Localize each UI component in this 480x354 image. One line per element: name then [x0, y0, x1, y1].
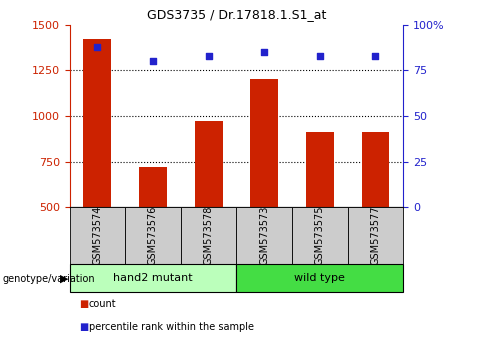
Point: [205, 53, 213, 59]
Bar: [70, 207, 125, 264]
Text: percentile rank within the sample: percentile rank within the sample: [89, 322, 254, 332]
Bar: [139, 167, 167, 207]
Point: [94, 44, 101, 50]
Title: GDS3735 / Dr.17818.1.S1_at: GDS3735 / Dr.17818.1.S1_at: [147, 8, 326, 21]
Text: GSM573576: GSM573576: [148, 206, 158, 265]
Text: ■: ■: [79, 299, 88, 309]
Point: [316, 53, 324, 59]
Text: GSM573573: GSM573573: [259, 206, 269, 265]
Text: count: count: [89, 299, 117, 309]
Point: [372, 53, 379, 59]
Text: ■: ■: [79, 322, 88, 332]
Text: genotype/variation: genotype/variation: [2, 274, 95, 284]
Text: GSM573574: GSM573574: [92, 206, 102, 265]
Text: hand2 mutant: hand2 mutant: [113, 273, 193, 283]
Bar: [70, 264, 236, 292]
Bar: [348, 207, 403, 264]
Bar: [306, 132, 334, 207]
Text: wild type: wild type: [294, 273, 345, 283]
Bar: [125, 207, 181, 264]
Bar: [84, 39, 111, 207]
Text: ▶: ▶: [60, 274, 68, 284]
Bar: [181, 207, 236, 264]
Bar: [250, 80, 278, 207]
Bar: [361, 132, 389, 207]
Point: [260, 49, 268, 55]
Point: [149, 58, 157, 64]
Bar: [236, 207, 292, 264]
Bar: [195, 121, 223, 207]
Text: GSM573577: GSM573577: [371, 206, 380, 265]
Text: GSM573578: GSM573578: [204, 206, 214, 265]
Text: GSM573575: GSM573575: [315, 206, 325, 265]
Bar: [236, 264, 403, 292]
Bar: [292, 207, 348, 264]
